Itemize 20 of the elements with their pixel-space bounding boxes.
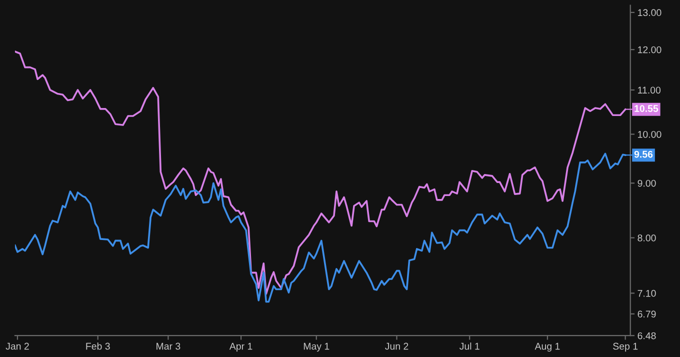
x-tick-label: Mar 3: [156, 342, 180, 350]
annotation: 9.56: [634, 150, 653, 158]
x-tick-label: Jun 2: [385, 342, 408, 350]
y-tick-label: 9.00: [638, 180, 656, 187]
y-tick-label: 12.00: [638, 46, 662, 54]
y-tick-label: 6.48: [638, 332, 656, 340]
y-tick-label: 11.00: [638, 86, 661, 94]
y-tick-label: 7.10: [638, 290, 656, 297]
annotation: 10.55: [634, 105, 658, 112]
x-tick-label: Jul 1: [459, 342, 480, 350]
y-tick-label: 6.79: [638, 310, 656, 318]
x-tick-label: Feb 3: [86, 342, 110, 350]
x-tick-label: Apr 1: [229, 342, 252, 352]
x-tick-label: Jan 2: [6, 342, 29, 350]
x-tick-label: Sep 1: [613, 342, 638, 352]
y-tick-label: 13.00: [638, 9, 662, 16]
y-tick-label: 10.00: [638, 130, 662, 138]
x-tick-label: Aug 1: [534, 342, 560, 352]
y-tick-label: 8.00: [638, 234, 656, 242]
x-tick-label: May 1: [304, 342, 330, 352]
